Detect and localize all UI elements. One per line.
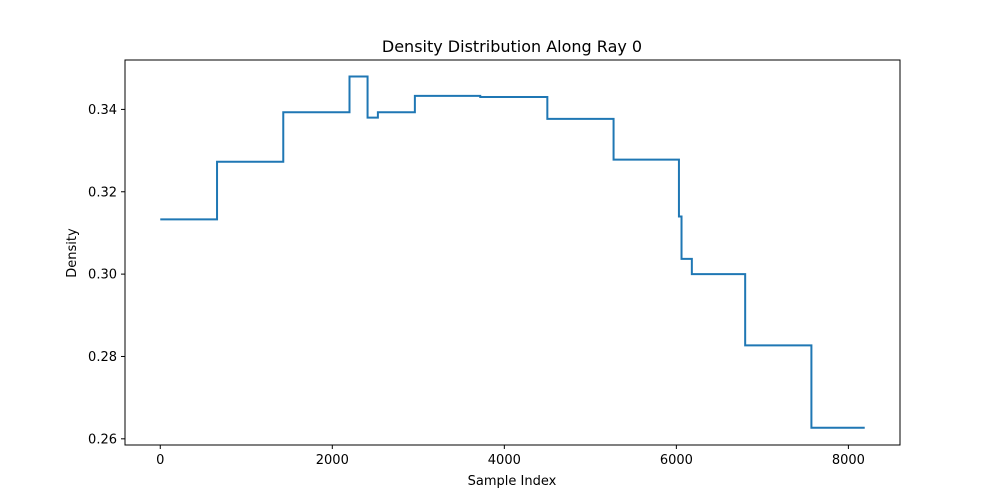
y-tick-label: 0.32: [88, 185, 117, 200]
y-axis-label: Density: [65, 228, 80, 278]
x-tick-label: 8000: [832, 453, 865, 468]
x-axis: 0 2000 4000 6000 8000: [156, 445, 865, 468]
x-tick-label: 6000: [660, 453, 693, 468]
x-tick-label: 0: [156, 453, 164, 468]
plot-area: [160, 75, 865, 429]
density-series-line: [160, 75, 865, 429]
y-axis: 0.26 0.28 0.30 0.32 0.34: [88, 103, 125, 447]
y-tick-label: 0.34: [88, 103, 117, 118]
x-axis-label: Sample Index: [468, 474, 557, 489]
y-tick-label: 0.30: [88, 268, 117, 283]
x-tick-label: 2000: [316, 453, 349, 468]
y-tick-label: 0.28: [88, 350, 117, 365]
x-tick-label: 4000: [488, 453, 521, 468]
y-tick-label: 0.26: [88, 432, 117, 447]
chart-title: Density Distribution Along Ray 0: [382, 37, 642, 56]
plot-frame: [124, 59, 901, 446]
